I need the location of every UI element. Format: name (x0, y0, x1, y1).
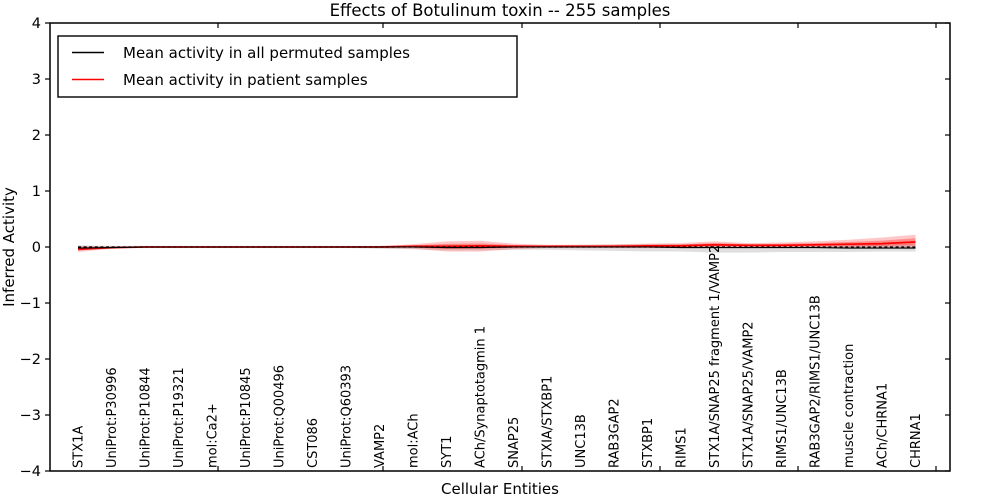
series-lines (77, 241, 916, 251)
x-category-label: STX1A/SNAP25 fragment 1/VAMP2 (708, 245, 723, 468)
y-tick-label: 2 (32, 128, 41, 144)
x-category-label: ACh/Synaptotagmin 1 (474, 326, 489, 468)
y-tick-label: −1 (20, 296, 41, 312)
x-category-label: RAB3GAP2 (608, 398, 623, 468)
x-category-label: UniProt:Q00496 (273, 365, 288, 468)
x-category-label: STXIA/STXBP1 (541, 376, 556, 468)
patient-range-band-inner (78, 238, 916, 251)
legend-label-patient: Mean activity in patient samples (123, 71, 368, 89)
x-category-label: UniProt:P10845 (239, 367, 254, 468)
permuted-mean-line (77, 246, 916, 249)
chart-title: Effects of Botulinum toxin -- 255 sample… (330, 1, 671, 20)
y-tick-label: −4 (20, 464, 41, 480)
x-category-label: UniProt:P30996 (105, 367, 120, 468)
x-category-label: UNC13B (574, 414, 589, 468)
x-category-label: muscle contraction (842, 344, 857, 468)
legend-box (57, 35, 518, 98)
x-category-labels: STX1A UniProt:P30996 UniProt:P10844 UniProt… (72, 245, 925, 468)
x-axis-label: Cellular Entities (441, 480, 559, 498)
x-category-label: RIMS1/UNC13B (775, 369, 790, 468)
y-tick-label: 1 (32, 184, 41, 200)
x-category-label: SNAP25 (507, 417, 522, 468)
confidence-bands (78, 234, 916, 253)
x-category-label: mol:ACh (407, 413, 422, 468)
y-tick-label: 4 (32, 16, 41, 32)
x-category-label: UniProt:Q60393 (340, 365, 355, 468)
x-category-label: VAMP2 (373, 424, 388, 468)
plot-frame (49, 22, 951, 472)
x-category-label: RIMS1 (675, 427, 690, 468)
x-category-label: SYT1 (440, 436, 455, 468)
x-category-label: STX1A/SNAP25/VAMP2 (742, 321, 757, 468)
y-tick-label: −3 (20, 408, 41, 424)
legend-label-permuted: Mean activity in all permuted samples (123, 44, 410, 62)
x-category-label: CHRNA1 (909, 413, 924, 468)
x-category-label: CST086 (306, 418, 321, 468)
x-category-label: STX1A (72, 426, 87, 468)
y-axis-label: Inferred Activity (0, 187, 18, 307)
y-tick-label: 0 (32, 240, 41, 256)
y-tick-label: −2 (20, 352, 41, 368)
x-category-label: mol:Ca2+ (206, 403, 221, 468)
y-tick-labels: −4 −3 −2 −1 0 1 2 3 4 (20, 16, 41, 480)
legend: Mean activity in all permuted samples Me… (57, 35, 518, 98)
y-tick-label: 3 (32, 72, 41, 88)
x-category-label: RAB3GAP2/RIMS1/UNC13B (809, 295, 824, 468)
x-category-label: UniProt:P10844 (139, 367, 154, 468)
x-category-label: STXBP1 (641, 418, 656, 468)
x-category-label: ACh/CHRNA1 (876, 383, 891, 468)
x-category-label: UniProt:P19321 (172, 367, 187, 468)
